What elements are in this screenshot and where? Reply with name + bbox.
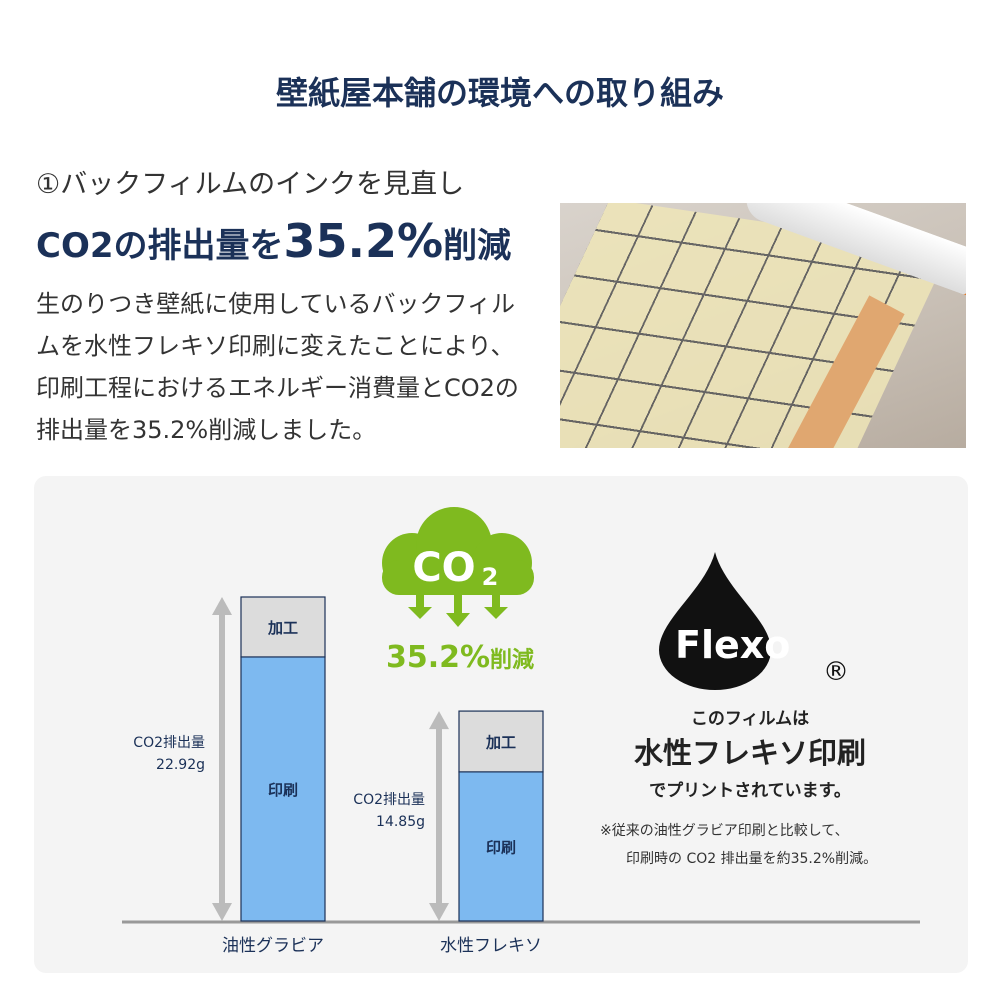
category-label: 油性グラビア	[222, 936, 324, 956]
headline-pre: CO2の排出量を	[36, 226, 284, 266]
headline-post: 削減	[443, 226, 512, 266]
segment-label: 加工	[267, 619, 298, 637]
bar-segment-printing	[458, 771, 544, 922]
flexo-line3: でプリントされています。	[649, 781, 851, 801]
flexo-logo-text: Flexo	[675, 623, 790, 667]
note-line2: 印刷時の CO2 排出量を約35.2%削減。	[626, 851, 878, 867]
section-subtitle: ①バックフィルムのインクを見直し	[36, 169, 465, 200]
bar-segment-processing	[458, 710, 544, 773]
reduction-label: 削減	[490, 648, 535, 673]
total-label: CO2排出量	[353, 792, 425, 808]
headline: CO2の排出量を35.2%削減	[36, 214, 511, 268]
total-label: CO2排出量	[133, 735, 205, 751]
note-line1: ※従来の油性グラビア印刷と比較して、	[600, 823, 849, 839]
registered-mark: ®	[823, 657, 849, 687]
co2-cloud-icon: CO 2	[382, 507, 534, 627]
section-body: 生のりつき壁紙に使用しているバックフィルムを水性フレキソ印刷に変えたことにより、…	[36, 290, 519, 444]
flexo-note: ※従来の油性グラビア印刷と比較して、印刷時の CO2 排出量を約35.2%削減。	[600, 817, 920, 873]
total-value: 22.92g	[156, 757, 205, 773]
headline-value: 35.2%	[283, 214, 444, 268]
segment-label: 印刷	[486, 838, 516, 856]
cloud-text: CO	[412, 545, 475, 591]
product-photo	[560, 203, 966, 448]
flexo-logo: Flexo ®	[659, 552, 849, 690]
cloud-subscript: 2	[482, 563, 499, 591]
arrow-up-icon	[212, 597, 232, 615]
flexo-line2: 水性フレキソ印刷	[633, 736, 866, 770]
segment-label: 印刷	[268, 781, 298, 799]
reduction-value: 35.2%	[385, 640, 491, 675]
reduction-badge: 35.2%削減	[340, 640, 580, 675]
bar-segment-processing	[240, 596, 326, 658]
arrow-down-icon	[429, 903, 449, 921]
segment-label: 加工	[485, 733, 516, 751]
total-value: 14.85g	[376, 814, 425, 830]
flexo-line1: このフィルムは	[690, 709, 810, 729]
category-label: 水性フレキソ	[440, 936, 542, 956]
arrow-down-icon	[212, 903, 232, 921]
page-title: 壁紙屋本舗の環境への取り組み	[275, 74, 724, 112]
arrow-up-icon	[429, 711, 449, 730]
